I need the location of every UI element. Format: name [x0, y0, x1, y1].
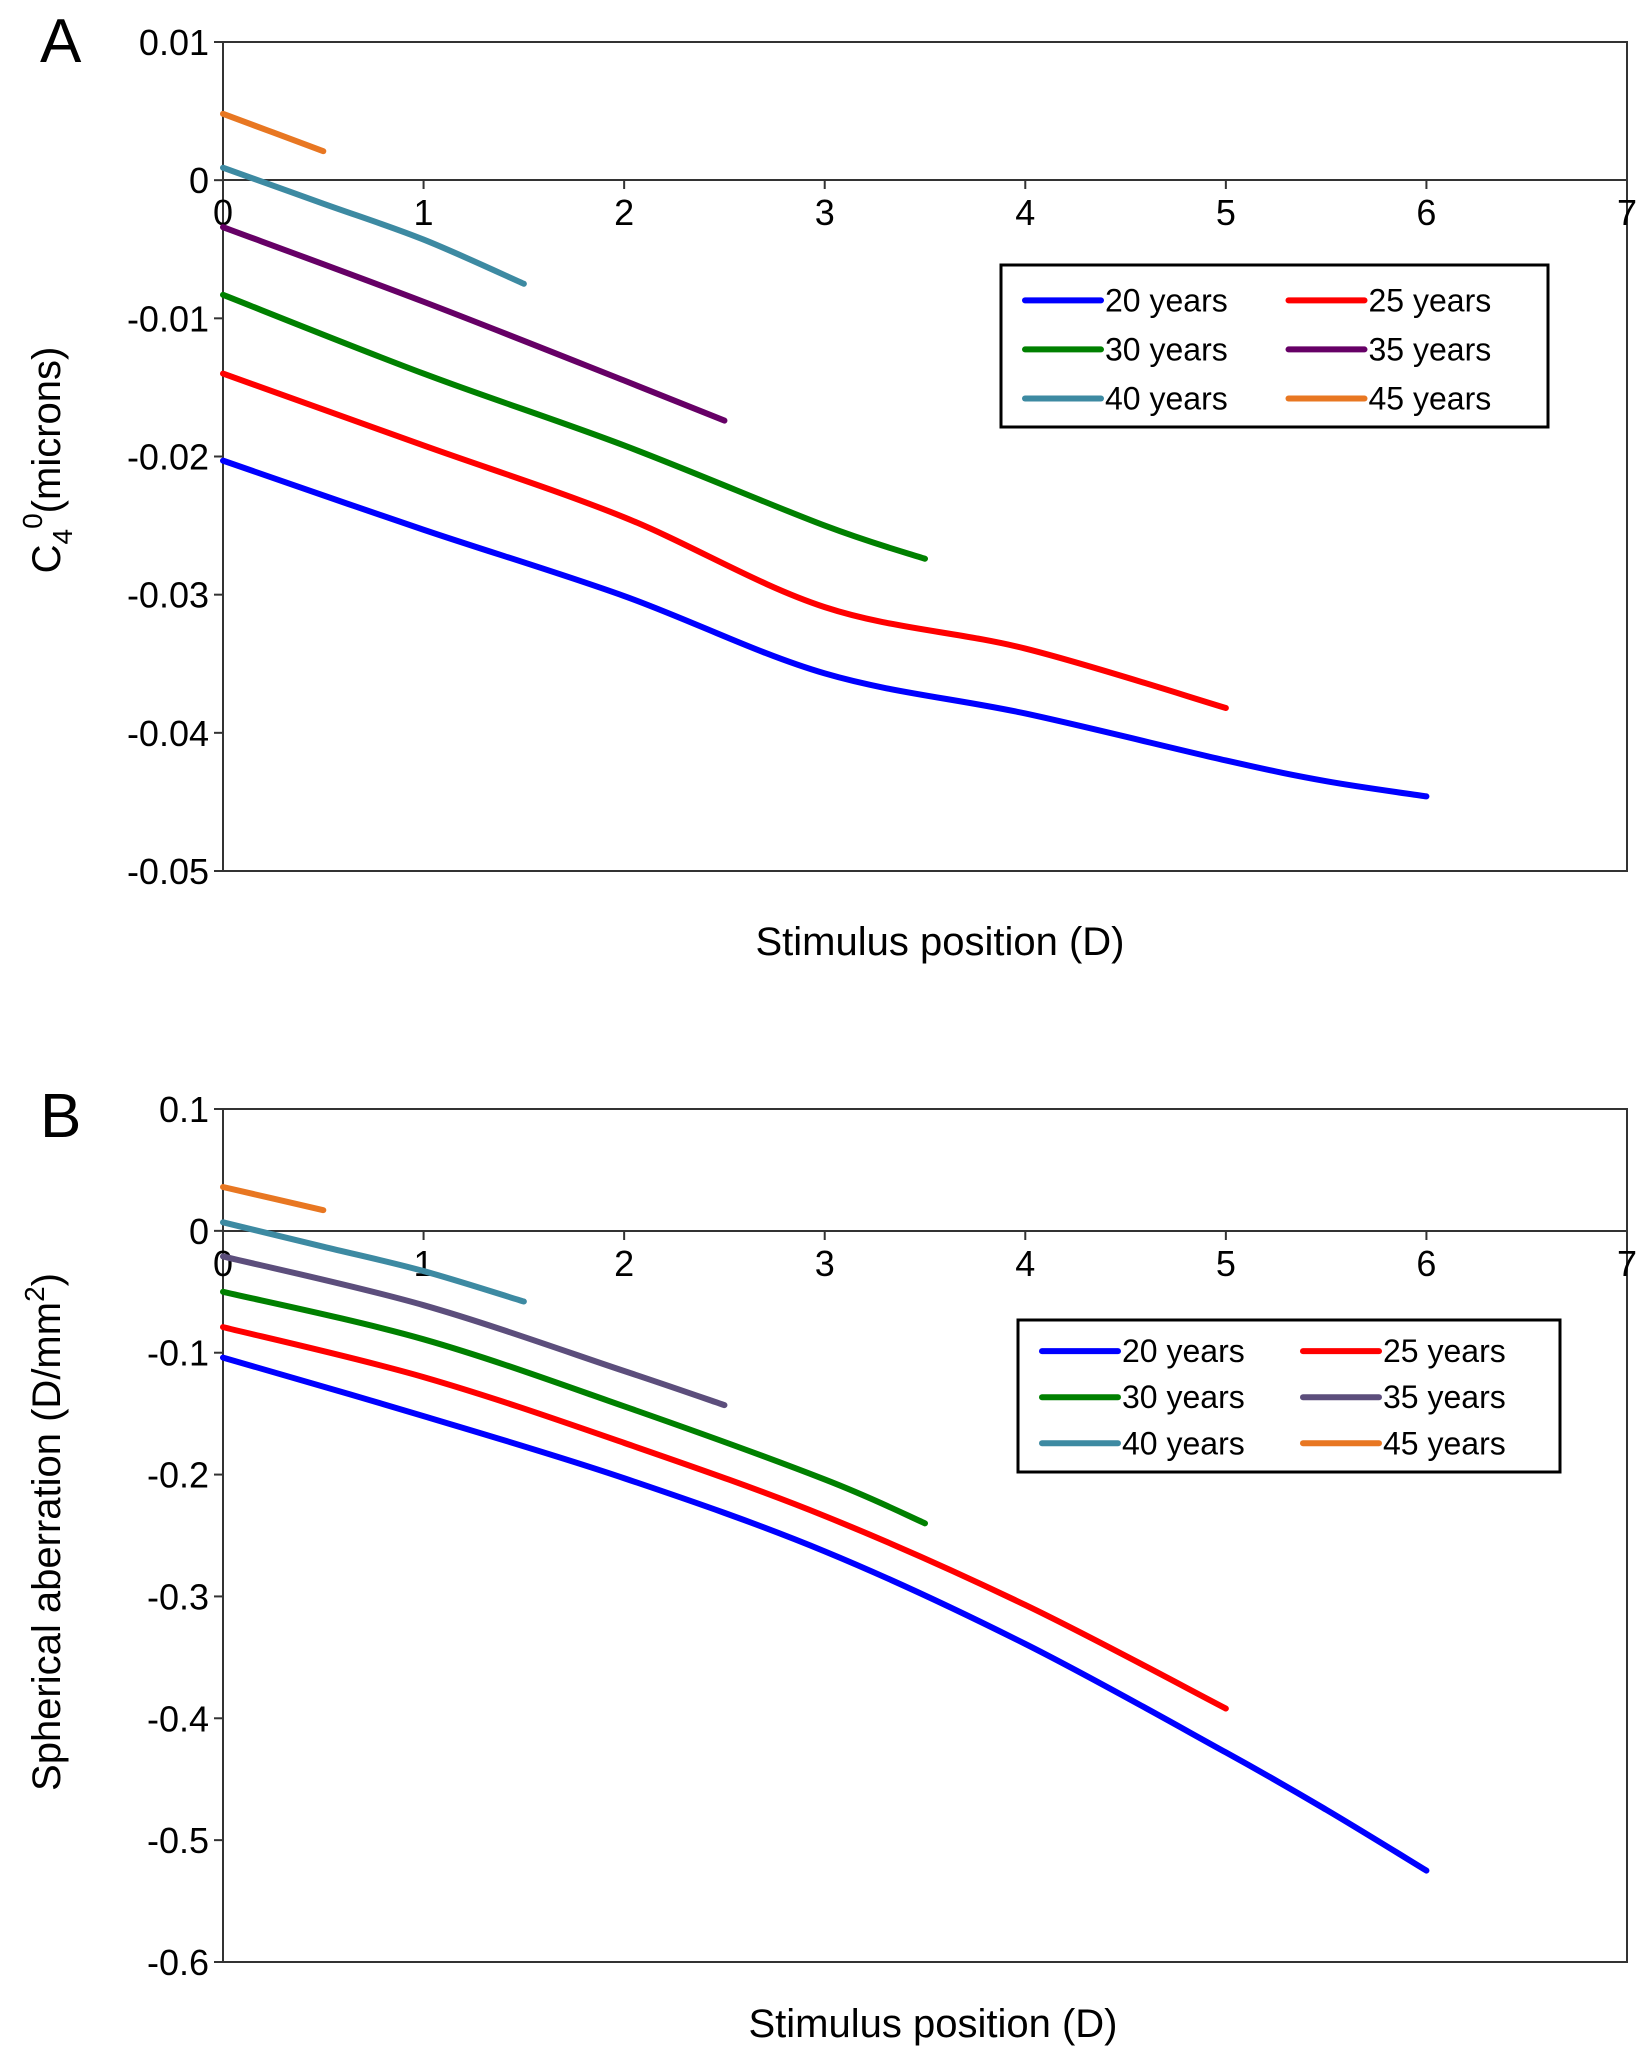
panel-b-series	[220, 1183, 1430, 1874]
panel-a-y-tick-label: -0.04	[127, 713, 209, 754]
panel-a-legend-label: 25 years	[1369, 282, 1492, 318]
panel-b-series-25-years	[220, 1324, 1229, 1712]
panel-a-x-axis-title: Stimulus position (D)	[755, 920, 1124, 964]
panel-b-legend-label: 25 years	[1383, 1333, 1506, 1369]
panel-b-series-20-years	[220, 1354, 1430, 1874]
panel-b-y-tick-label: 0	[189, 1211, 209, 1252]
panel-b-x-tick-label: 5	[1216, 1243, 1236, 1284]
panel-b-legend-label: 30 years	[1122, 1379, 1245, 1415]
panel-a-x-tick-label: 7	[1617, 192, 1637, 233]
panel-a-series-45-years	[220, 110, 327, 155]
panel-b-y-tick-label: -0.5	[147, 1820, 209, 1861]
panel-b-x-tick-label: 7	[1617, 1243, 1637, 1284]
panel-a-y-tick-label: -0.03	[127, 575, 209, 616]
panel-b-x-tick-label: 4	[1015, 1243, 1035, 1284]
panel-a-legend-label: 30 years	[1105, 331, 1228, 367]
panel-b-x-ticks: 0 1 2 3 4 5 6 7	[213, 1231, 1637, 1284]
panel-b-x-tick-label: 0	[213, 1243, 233, 1284]
panel-a-legend-label: 40 years	[1105, 381, 1228, 417]
panel-a-x-ticks: 0 1 2 3 4 5 6 7	[213, 180, 1637, 233]
panel-a-y-tick-label: 0	[189, 160, 209, 201]
panel-b-series-30-years	[220, 1288, 928, 1527]
panel-b-y-ticks: 0.1 0 -0.1 -0.2 -0.3 -0.4 -0.5 -0.6	[147, 1089, 223, 1983]
panel-b-x-tick-label: 6	[1416, 1243, 1436, 1284]
panel-a-y-tick-label: -0.02	[127, 437, 209, 478]
panel-a-plot-frame	[222, 41, 1628, 872]
panel-b-legend-label: 35 years	[1383, 1379, 1506, 1415]
panel-a-series-30-years	[220, 291, 928, 562]
panel-b-x-tick-label: 2	[614, 1243, 634, 1284]
y-title-base: C	[25, 544, 69, 573]
panel-b-legend-label: 40 years	[1122, 1425, 1245, 1461]
panel-a-y-ticks: 0.01 0 -0.01 -0.02 -0.03 -0.04 -0.05	[127, 22, 223, 892]
panel-b-legend-label: 45 years	[1383, 1425, 1506, 1461]
panel-b-legend-label: 20 years	[1122, 1333, 1245, 1369]
panel-a: A 0.01 0 -0.01 -0.02 -0.03 -0.04 -0.05 0 1 2 3 4 5 6…	[17, 7, 1637, 964]
panel-b-series-35-years	[220, 1253, 728, 1409]
panel-a-x-tick-label: 4	[1015, 192, 1035, 233]
panel-b-y-tick-label: -0.2	[147, 1455, 209, 1496]
panel-a-x-tick-label: 5	[1216, 192, 1236, 233]
panel-a-series-25-years	[220, 370, 1229, 711]
panel-a-legend: 20 years 25 years 30 years 35 years 40 years…	[999, 263, 1550, 429]
panel-b-legend: 20 years 25 years 30 years 35 years 40 years…	[1016, 1318, 1562, 1474]
panel-a-y-tick-label: -0.05	[127, 851, 209, 892]
panel-b-series-45-years	[220, 1183, 327, 1214]
panel-a-legend-label: 35 years	[1369, 331, 1492, 367]
y-title-sub: 4	[47, 529, 78, 545]
panel-a-series-20-years	[220, 457, 1430, 800]
panel-b-letter: B	[40, 1082, 81, 1151]
y-title-rest: (microns)	[25, 347, 69, 514]
panel-b-y-tick-label: -0.1	[147, 1333, 209, 1374]
panel-a-x-tick-label: 2	[614, 192, 634, 233]
panel-a-x-tick-label: 1	[414, 192, 434, 233]
panel-a-y-tick-label: -0.01	[127, 298, 209, 339]
panel-b-x-axis-title: Stimulus position (D)	[748, 2002, 1117, 2046]
panel-a-y-axis-title: C40(microns)	[17, 347, 78, 574]
panel-a-x-tick-label: 0	[213, 192, 233, 233]
panel-b-y-tick-label: -0.6	[147, 1942, 209, 1983]
panel-a-letter: A	[40, 7, 82, 76]
panel-a-y-tick-label: 0.01	[139, 22, 209, 63]
panel-b-plot-frame	[222, 1108, 1628, 1963]
y-title-sup: 0	[17, 513, 48, 529]
y-title-rest: )	[25, 1273, 69, 1286]
panel-a-x-tick-label: 3	[815, 192, 835, 233]
panel-b-y-tick-label: -0.3	[147, 1576, 209, 1617]
panel-a-legend-label: 20 years	[1105, 282, 1228, 318]
panel-b-series-40-years	[220, 1219, 527, 1305]
y-title-base: Spherical aberration (D/mm	[25, 1302, 69, 1791]
panel-b-x-tick-label: 1	[414, 1243, 434, 1284]
y-title-sup: 2	[19, 1286, 50, 1302]
panel-a-series-35-years	[220, 224, 728, 424]
panel-b-y-axis-title: Spherical aberration (D/mm2)	[19, 1273, 69, 1791]
panel-a-legend-label: 45 years	[1369, 381, 1492, 417]
panel-b-y-tick-label: 0.1	[159, 1089, 209, 1130]
panel-b-y-tick-label: -0.4	[147, 1698, 209, 1739]
panel-b-x-tick-label: 3	[815, 1243, 835, 1284]
panel-a-series	[220, 110, 1430, 800]
panel-a-series-40-years	[220, 164, 527, 287]
panel-a-x-tick-label: 6	[1416, 192, 1436, 233]
